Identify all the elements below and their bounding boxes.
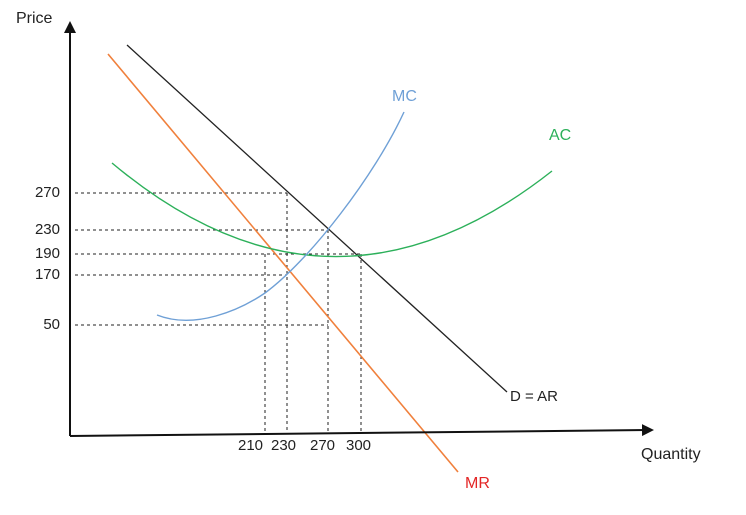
quantity-tick-label: 300 bbox=[346, 437, 372, 454]
x-axis bbox=[69, 424, 654, 437]
ac-curve bbox=[111, 162, 553, 258]
mc-label: MC bbox=[392, 88, 417, 105]
quantity-tick-label: 210 bbox=[238, 437, 264, 454]
guide-lines bbox=[75, 192, 362, 432]
demand-curve bbox=[126, 44, 508, 393]
mr-curve bbox=[107, 53, 459, 473]
mr-label: MR bbox=[465, 475, 490, 492]
x-axis-label: Quantity bbox=[641, 446, 701, 463]
mc-curve bbox=[156, 111, 405, 321]
price-tick-label: 170 bbox=[34, 266, 60, 283]
demand-label: D = AR bbox=[510, 388, 558, 405]
price-tick-label: 50 bbox=[43, 316, 60, 333]
quantity-tick-label: 270 bbox=[310, 437, 336, 454]
y-axis-label: Price bbox=[16, 10, 53, 27]
quantity-tick-label: 230 bbox=[271, 437, 297, 454]
price-tick-label: 270 bbox=[34, 184, 60, 201]
ac-label: AC bbox=[549, 127, 572, 144]
price-tick-label: 190 bbox=[34, 245, 60, 262]
price-tick-label: 230 bbox=[34, 221, 60, 238]
